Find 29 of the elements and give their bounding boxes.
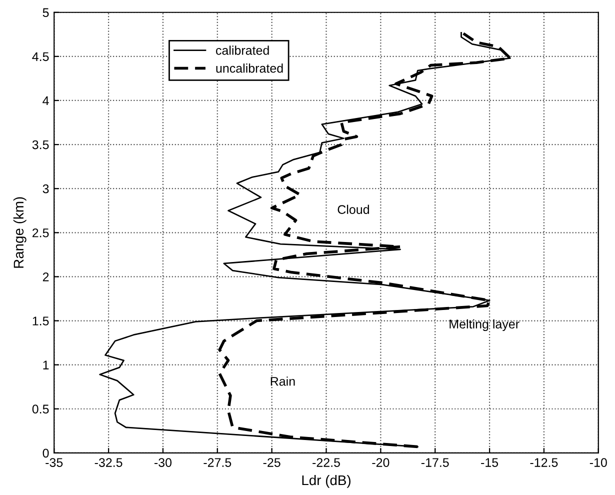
y-tick-label: 5	[42, 8, 49, 18]
x-tick-label: -27.5	[204, 458, 232, 467]
x-tick-label: -22.5	[312, 458, 340, 467]
y-tick-label: 0	[42, 448, 49, 458]
x-tick-label: -17.5	[421, 458, 449, 467]
annotation: Cloud	[338, 204, 369, 214]
x-tick-label: -15	[481, 458, 498, 467]
legend-label: calibrated	[216, 46, 269, 55]
y-tick-label: 1	[43, 360, 49, 370]
y-tick-label: 4	[42, 96, 49, 106]
y-tick-label: 3.5	[32, 140, 49, 150]
x-tick-label: -10	[590, 458, 607, 467]
x-tick-label: -35	[46, 458, 63, 467]
y-tick-label: 0.5	[32, 404, 49, 414]
y-tick-label: 4.5	[32, 52, 49, 62]
y-tick-label: 2	[42, 272, 49, 282]
x-tick-label: -25	[263, 458, 280, 467]
x-axis-title: Ldr (dB)	[302, 474, 350, 488]
annotation: Rain	[270, 376, 295, 386]
annotation: Melting layer	[450, 319, 520, 331]
y-tick-label: 1.5	[32, 316, 49, 326]
x-tick-label: -32.5	[94, 458, 122, 467]
x-tick-label: -30	[154, 458, 172, 467]
legend-label: uncalibrated	[216, 64, 283, 73]
x-tick-label: -12.5	[530, 458, 558, 467]
y-tick-label: 3	[42, 184, 49, 194]
y-tick-label: 2.5	[32, 228, 49, 238]
x-tick-label: -20	[372, 458, 390, 467]
y-axis-title: Range (km)	[13, 197, 26, 268]
